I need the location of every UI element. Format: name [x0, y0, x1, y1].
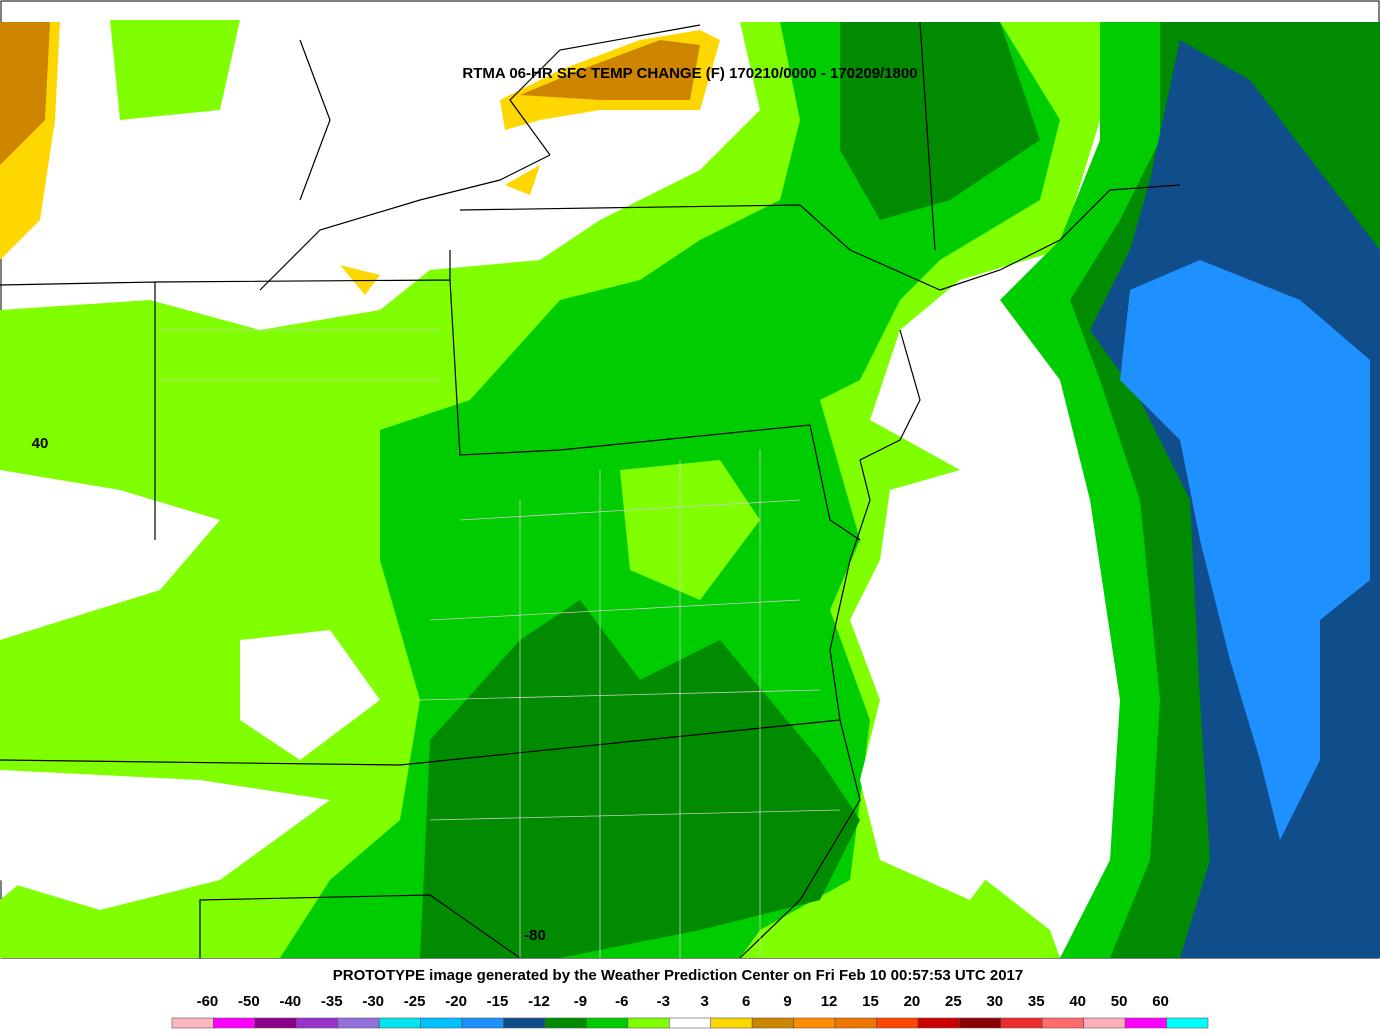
legend-swatch: [378, 1017, 421, 1029]
legend-swatch: [296, 1017, 339, 1029]
legend-label: -25: [404, 993, 426, 1010]
legend-swatch: [627, 1017, 670, 1029]
region: [850, 470, 1020, 900]
legend-label: -9: [574, 993, 587, 1010]
legend-label: 50: [1111, 993, 1128, 1010]
legend-label: -6: [615, 993, 628, 1010]
legend-label: -20: [445, 993, 467, 1010]
legend-swatch: [1041, 1017, 1084, 1029]
legend-label: 12: [821, 993, 838, 1010]
legend-label: 60: [1152, 993, 1169, 1010]
map: 40 -80 RTMA 06-HR SFC TEMP CHANGE (F) 17…: [0, 0, 1380, 959]
legend-label: 35: [1028, 993, 1045, 1010]
legend-label: -35: [321, 993, 343, 1010]
legend-swatch: [793, 1017, 836, 1029]
coast-line: [259, 24, 1181, 959]
legend-label: -50: [238, 993, 260, 1010]
legend-swatch: [171, 1017, 214, 1029]
legend-swatch: [917, 1017, 960, 1029]
legend-swatch: [420, 1017, 463, 1029]
legend-swatch: [503, 1017, 546, 1029]
legend-label: 20: [904, 993, 921, 1010]
region: [0, 470, 220, 640]
legend-label: -30: [362, 993, 384, 1010]
legend-swatch: [1124, 1017, 1167, 1029]
legend-label: 40: [1069, 993, 1086, 1010]
legend-label: 9: [783, 993, 791, 1010]
legend-swatch: [959, 1017, 1002, 1029]
legend-swatch: [668, 1017, 712, 1029]
region: [110, 20, 240, 120]
region: [520, 40, 700, 100]
legend-label: 30: [986, 993, 1003, 1010]
legend-swatch: [876, 1017, 919, 1029]
county-lines: [160, 329, 841, 958]
legend-swatch: [337, 1017, 380, 1029]
legend-swatch: [254, 1017, 297, 1029]
region: [420, 600, 860, 958]
legend-swatch: [461, 1017, 504, 1029]
legend-label: -12: [528, 993, 550, 1010]
legend-swatch: [213, 1017, 256, 1029]
map-title: RTMA 06-HR SFC TEMP CHANGE (F) 170210/00…: [462, 65, 917, 82]
legend-label: 3: [701, 993, 709, 1010]
region: [0, 22, 50, 165]
legend-swatch: [1083, 1017, 1126, 1029]
legend-label: -15: [487, 993, 509, 1010]
legend-swatch: [1000, 1017, 1043, 1029]
legend-label: -60: [197, 993, 219, 1010]
region: [0, 770, 330, 910]
region: [505, 165, 540, 195]
state-line: [0, 21, 941, 959]
grid-label: -80: [524, 927, 546, 944]
legend-label: -3: [657, 993, 670, 1010]
legend-label: -40: [279, 993, 301, 1010]
legend-swatch: [751, 1017, 794, 1029]
region: [620, 460, 760, 600]
region: [1120, 260, 1370, 840]
legend-swatch: [544, 1017, 587, 1029]
region: [840, 22, 1040, 220]
legend-swatch: [710, 1017, 753, 1029]
region: [340, 265, 380, 295]
legend-swatch: [1166, 1017, 1209, 1029]
legend-swatch: [586, 1017, 629, 1029]
legend-swatch: [834, 1017, 877, 1029]
footer: PROTOTYPE image generated by the Weather…: [333, 967, 1023, 984]
legend-label: 6: [742, 993, 750, 1010]
legend-label: 15: [862, 993, 879, 1010]
grid-label: 40: [32, 435, 49, 452]
legend-label: 25: [945, 993, 962, 1010]
region: [240, 630, 380, 760]
legend: -60 -50 -40 -35 -30 -25 -20 -15 -12 -9 -6 -3 3 6 9 12 15…: [171, 993, 1209, 1029]
